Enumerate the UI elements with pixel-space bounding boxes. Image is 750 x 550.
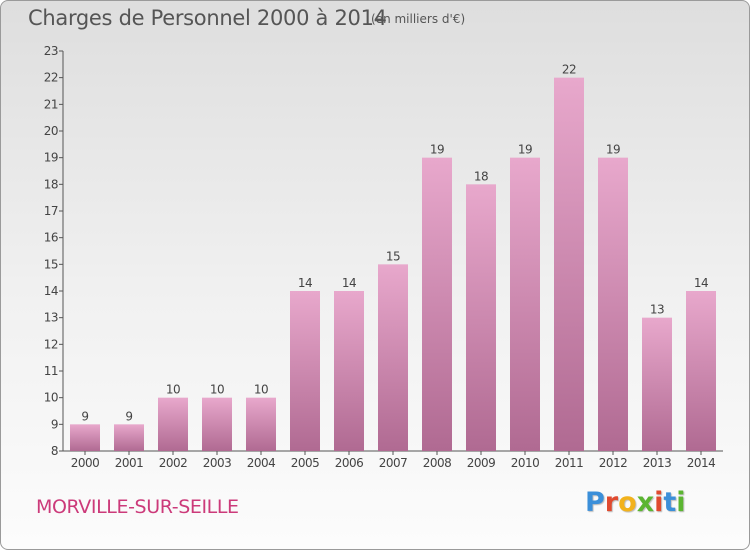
x-tick-label: 2002: [159, 456, 188, 470]
x-tick-label: 2010: [511, 456, 540, 470]
y-tick-label: 14: [44, 284, 58, 298]
y-tick-label: 19: [44, 151, 58, 165]
logo-letter: i: [676, 487, 686, 518]
data-label: 9: [125, 409, 132, 423]
x-tick-label: 2000: [71, 456, 100, 470]
bar: [554, 77, 584, 452]
x-tick-label: 2008: [423, 456, 452, 470]
bar: [466, 184, 496, 452]
bar: [158, 397, 188, 451]
y-tick-label: 22: [44, 71, 58, 85]
y-tick-label: 8: [51, 444, 58, 458]
data-label: 22: [562, 63, 576, 77]
y-tick-label: 11: [44, 364, 58, 378]
bar: [686, 291, 716, 451]
bar: [70, 424, 100, 451]
bar: [642, 317, 672, 451]
bar: [114, 424, 144, 451]
y-tick-label: 23: [44, 44, 58, 58]
bar: [510, 157, 540, 451]
y-tick-label: 12: [44, 337, 58, 351]
data-label: 18: [474, 169, 488, 183]
bar: [422, 157, 452, 451]
y-tick-label: 18: [44, 177, 58, 191]
data-label: 19: [518, 143, 532, 157]
data-label: 15: [386, 249, 400, 263]
logo-letter: o: [618, 487, 637, 518]
y-tick-label: 17: [44, 204, 58, 218]
x-tick-label: 2007: [379, 456, 408, 470]
commune-name: MORVILLE-SUR-SEILLE: [36, 496, 239, 518]
x-tick-label: 2003: [203, 456, 232, 470]
y-tick-label: 20: [44, 124, 58, 138]
y-tick-label: 15: [44, 257, 58, 271]
data-label: 10: [166, 383, 180, 397]
chart-subtitle: (en milliers d'€): [371, 12, 466, 26]
y-tick-label: 9: [51, 417, 58, 431]
bar: [334, 291, 364, 451]
bar: [290, 291, 320, 451]
bar: [202, 397, 232, 451]
logo-letter: t: [663, 487, 677, 518]
logo-letter: r: [604, 487, 619, 518]
data-label: 14: [298, 276, 312, 290]
bar: [246, 397, 276, 451]
data-label: 13: [650, 303, 664, 317]
data-label: 19: [430, 143, 444, 157]
bar: [378, 264, 408, 451]
data-label: 14: [342, 276, 356, 290]
x-tick-label: 2011: [555, 456, 584, 470]
proxiti-logo: Proxiti: [585, 487, 686, 518]
x-tick-label: 2013: [643, 456, 672, 470]
data-label: 14: [694, 276, 708, 290]
data-label: 10: [254, 383, 268, 397]
data-label: 10: [210, 383, 224, 397]
x-tick-label: 2009: [467, 456, 496, 470]
y-tick-label: 16: [44, 231, 58, 245]
y-tick-label: 13: [44, 311, 58, 325]
bar: [598, 157, 628, 451]
x-tick-label: 2001: [115, 456, 144, 470]
x-tick-label: 2012: [599, 456, 628, 470]
logo-letter: i: [654, 487, 664, 518]
logo-letter: x: [636, 487, 655, 518]
y-tick-label: 21: [44, 97, 58, 111]
chart-title: Charges de Personnel 2000 à 2014: [28, 6, 387, 30]
x-tick-label: 2006: [335, 456, 364, 470]
x-tick-label: 2004: [247, 456, 276, 470]
x-tick-label: 2014: [687, 456, 716, 470]
y-tick-label: 10: [44, 391, 58, 405]
data-label: 19: [606, 143, 620, 157]
logo-letter: P: [585, 487, 605, 518]
x-tick-label: 2005: [291, 456, 320, 470]
data-label: 9: [81, 409, 88, 423]
